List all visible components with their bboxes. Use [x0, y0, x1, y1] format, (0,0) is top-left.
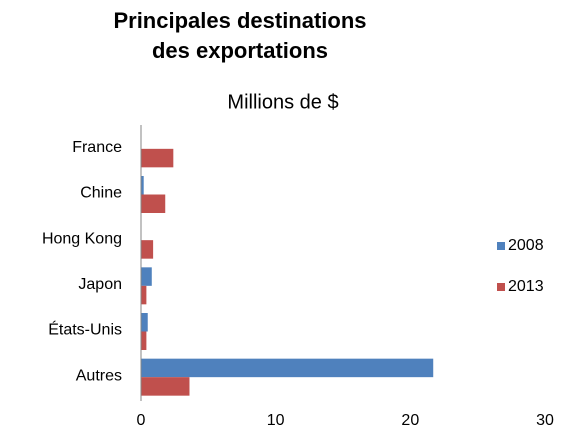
legend-label: 2013: [508, 278, 544, 295]
bar: [141, 285, 147, 305]
legend-swatch: [497, 283, 505, 291]
y-tick-label: États-Unis: [48, 320, 122, 339]
y-tick-label: France: [72, 139, 122, 156]
bar: [141, 358, 434, 378]
y-tick-label: Hong Kong: [42, 230, 122, 247]
bar: [141, 331, 147, 350]
bar: [141, 176, 144, 195]
bar: [141, 240, 154, 259]
chart-title: Principales destinations: [113, 8, 366, 33]
y-tick-label: Chine: [80, 185, 122, 202]
legend-label: 2008: [508, 237, 544, 254]
x-tick-label: 20: [401, 412, 419, 429]
bar: [141, 194, 166, 213]
x-tick-label: 10: [267, 412, 285, 429]
chart-title: des exportations: [152, 38, 328, 63]
legend-swatch: [497, 242, 505, 250]
chart-subtitle: Millions de $: [227, 91, 338, 113]
bar: [141, 267, 152, 286]
bar: [141, 148, 174, 168]
y-tick-label: Japon: [78, 276, 122, 293]
x-tick-label: 30: [536, 412, 554, 429]
bar: [141, 313, 148, 332]
bar: [141, 377, 190, 396]
y-tick-label: Autres: [76, 367, 122, 384]
x-tick-label: 0: [137, 412, 146, 429]
